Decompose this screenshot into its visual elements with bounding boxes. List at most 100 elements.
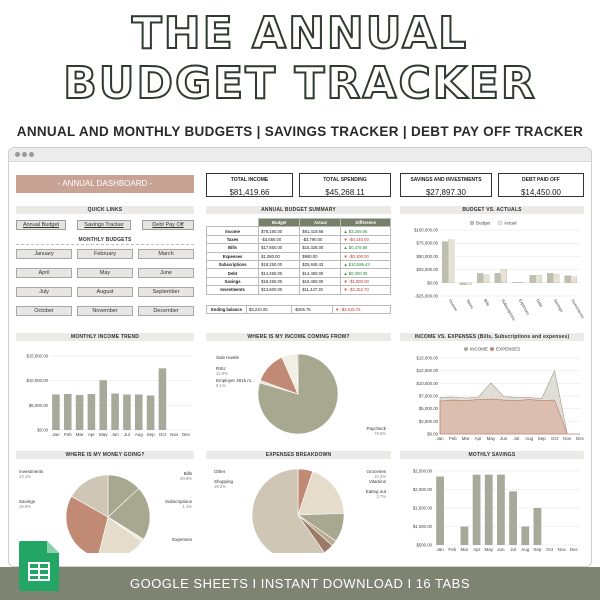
pie-percent-label: 12.9% [216, 371, 228, 376]
y-tick-label: $100,000.00 [414, 228, 439, 233]
bar [570, 276, 578, 283]
bar [521, 526, 530, 545]
y-tick-label: -$25,000.00 [415, 294, 439, 299]
month-button-june[interactable]: June [138, 268, 194, 278]
summary-cell-actual: $990.00 [299, 251, 342, 261]
y-tick-label: $1,000.00 [413, 524, 433, 529]
pie-label: Shopping [214, 479, 234, 484]
bar [500, 269, 507, 283]
chart-header-money-going: WHERE IS MY MONEY GOING? [16, 451, 194, 459]
bar [111, 393, 119, 430]
ending-balance-label: Ending balance [206, 304, 247, 315]
y-tick-label: $50,000.00 [416, 254, 438, 259]
window-dot-icon [15, 152, 20, 157]
quick-links-header: QUICK LINKS [16, 206, 194, 214]
x-tick-label: Apr [88, 432, 96, 437]
x-tick-label: Aug [521, 547, 530, 552]
summary-cell-label: Bills [205, 243, 260, 253]
month-button-july[interactable]: July [16, 287, 72, 297]
month-button-march[interactable]: March [138, 249, 194, 259]
x-tick-label: Jan [436, 547, 444, 552]
footer-text: GOOGLE SHEETS I INSTANT DOWNLOAD I 16 TA… [129, 576, 471, 591]
x-tick-label: Dec [570, 547, 579, 552]
summary-row: Savings $18,250.00 $16,450.00 ▼ -$1,800.00 [205, 276, 391, 287]
y-tick-label: $5,000.00 [29, 403, 49, 408]
x-tick-label: Apr [473, 547, 481, 552]
window-dot-icon [22, 152, 27, 157]
month-button-august[interactable]: August [77, 287, 133, 297]
x-tick-label: Jan [52, 432, 60, 437]
summary-cell-label: Investments [205, 285, 260, 295]
kpi-value: $27,897.30 [425, 188, 467, 197]
kpi-label: TOTAL INCOME [230, 177, 269, 183]
summary-cell-budget: $78,160.00 [258, 226, 301, 236]
bar [529, 275, 536, 283]
banner-subtitle: ANNUAL AND MONTHLY BUDGETS | SAVINGS TRA… [16, 124, 584, 139]
summary-cell-diff: ▼ -$0,100.00 [340, 251, 391, 261]
bar [87, 393, 96, 430]
month-button-november[interactable]: November [77, 306, 133, 316]
month-button-october[interactable]: October [16, 306, 72, 316]
bar [441, 241, 449, 283]
income-vs-expenses-chart: INCOME EXPENSES $15,000.00 $12,500.00 $10,00… [416, 347, 584, 442]
bar [484, 474, 493, 545]
browser-titlebar [9, 148, 591, 162]
summary-cell-label: Income [205, 226, 260, 236]
bar [134, 394, 143, 430]
summary-row: Income $78,160.00 $81,419.66 ▲ $3,259.66 [205, 226, 391, 236]
x-tick-label: Feb [64, 432, 72, 437]
pie-percent-label: 10.2% [374, 474, 386, 479]
pie-slice [107, 488, 151, 540]
bar [52, 394, 60, 430]
bar [63, 393, 72, 430]
bar [99, 380, 108, 430]
bar [459, 282, 466, 285]
month-button-may[interactable]: May [77, 268, 133, 278]
summary-cell-label: Subscriptions [205, 259, 260, 270]
legend-label: EXPENSES [496, 347, 520, 352]
banner-title-line2: BUDGET TRACKER [0, 57, 600, 110]
y-tick-label: $2,500.00 [419, 419, 439, 424]
month-button-september[interactable]: September [138, 287, 194, 297]
summary-col-difference: Difference [340, 217, 391, 228]
bar [465, 282, 472, 285]
legend-swatch [464, 347, 468, 351]
pie-slice [297, 471, 345, 516]
x-tick-label: Jul [510, 547, 516, 552]
link-debt-pay-off[interactable]: Debt Pay Off [142, 220, 194, 230]
money-going-pie: Investments13.1%Bills20.8%Subscriptions1… [19, 469, 193, 553]
pie-percent-label: 3.7% [376, 494, 386, 499]
x-tick-label: Feb [449, 436, 457, 441]
x-tick-label: Nov [170, 432, 179, 437]
bar [546, 273, 554, 283]
month-button-december[interactable]: December [138, 306, 194, 316]
x-tick-label: Sep [533, 547, 542, 552]
month-button-february[interactable]: February [77, 249, 133, 259]
summary-cell-label: Taxes [205, 234, 260, 245]
pie-percent-label: 18.9% [19, 504, 31, 509]
bar [509, 491, 517, 545]
summary-cell-actual: $16,450.00 [299, 276, 342, 287]
x-tick-label: Debt [535, 298, 544, 309]
x-tick-label: Oct [159, 432, 167, 437]
monthly-savings-chart: $2,500.00 $2,000.00 $1,500.00 $1,000.00 $500… [413, 469, 580, 552]
summary-cell-diff: ▲ $0,478.88 [340, 243, 391, 253]
chart-header-expenses-breakdown: EXPENSES BREAKDOWN [206, 451, 391, 459]
x-tick-label: Investments [570, 298, 584, 319]
bar [75, 394, 84, 430]
y-tick-label: $0.00 [37, 428, 48, 433]
link-annual-budget[interactable]: Annual Budget [16, 220, 66, 230]
bar [497, 474, 505, 545]
x-tick-label: Feb [448, 547, 456, 552]
month-button-april[interactable]: April [16, 268, 72, 278]
link-savings-tracker[interactable]: Savings Tracker [77, 220, 131, 230]
pie-slice [251, 468, 325, 553]
legend-swatch [497, 220, 503, 226]
legend-label: Actual [504, 221, 517, 226]
summary-cell-actual: $81,419.66 [299, 226, 342, 236]
summary-row: Bills $17,850.00 $15,326.00 ▲ $0,478.88 [205, 243, 391, 253]
bar [494, 273, 501, 283]
google-sheets-icon [19, 541, 59, 591]
bar [518, 282, 525, 283]
month-button-january[interactable]: January [16, 249, 72, 259]
